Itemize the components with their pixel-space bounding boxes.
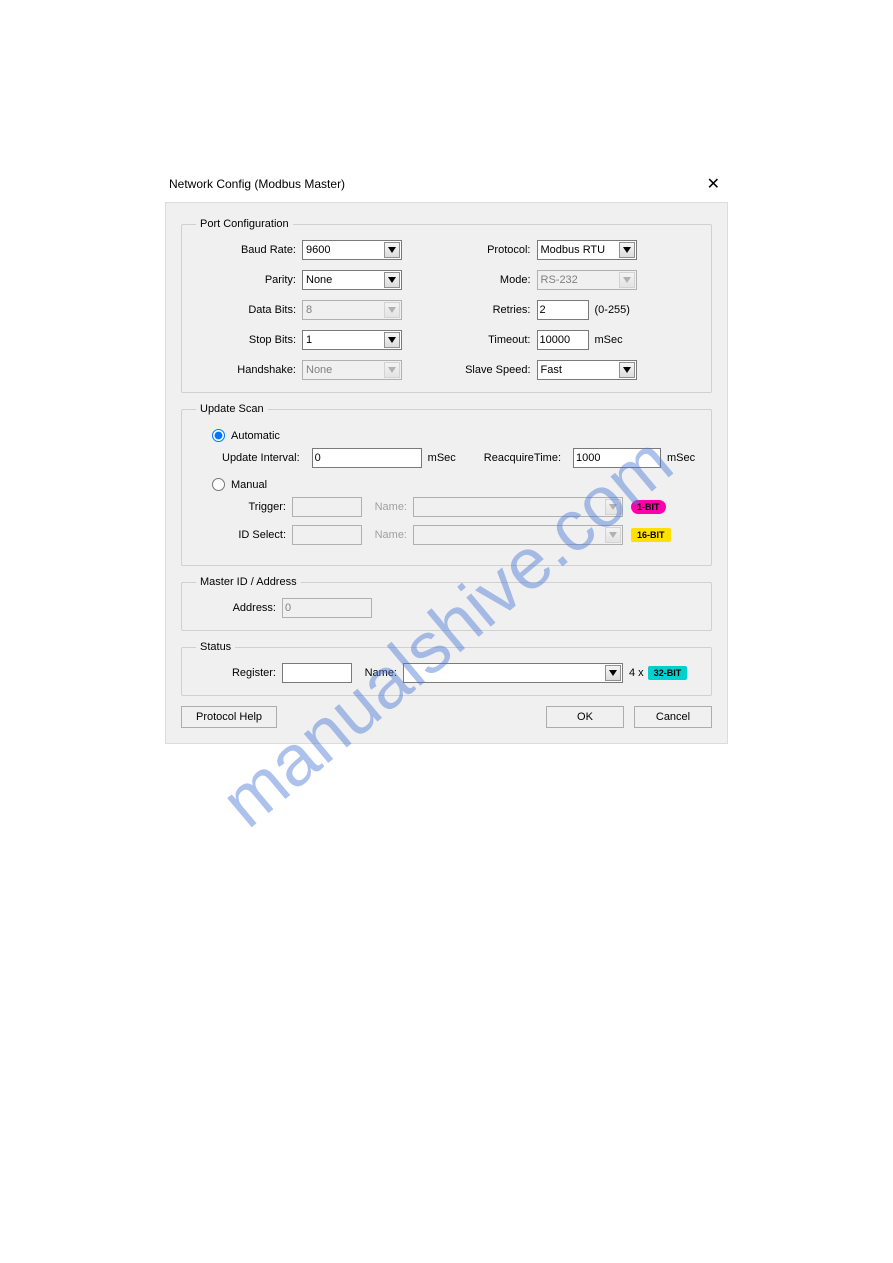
- badge-1bit: 1-BIT: [631, 500, 666, 514]
- status-name-select[interactable]: [403, 663, 623, 683]
- status-legend: Status: [196, 641, 235, 653]
- chevron-down-icon: [384, 362, 400, 378]
- trigger-name-label: Name:: [368, 501, 413, 513]
- master-id-legend: Master ID / Address: [196, 576, 301, 588]
- chevron-down-icon: [384, 302, 400, 318]
- id-select-name-select: [413, 525, 623, 545]
- update-scan-group: Update Scan Automatic Update Interval: m…: [181, 403, 712, 566]
- update-interval-input[interactable]: [312, 448, 422, 468]
- chevron-down-icon: [619, 272, 635, 288]
- chevron-down-icon: [605, 665, 621, 681]
- chevron-down-icon: [384, 272, 400, 288]
- id-select-label: ID Select:: [222, 529, 292, 541]
- address-label: Address:: [222, 602, 282, 614]
- dialog-window: Network Config (Modbus Master) ✕ Port Co…: [165, 170, 728, 744]
- reacquire-time-label: ReacquireTime:: [484, 452, 567, 464]
- trigger-label: Trigger:: [222, 501, 292, 513]
- reacquire-time-input[interactable]: [573, 448, 661, 468]
- timeout-input[interactable]: [537, 330, 589, 350]
- baud-rate-select[interactable]: 9600: [302, 240, 402, 260]
- baud-rate-label: Baud Rate:: [192, 244, 302, 256]
- retries-suffix: (0-255): [595, 304, 630, 316]
- id-select-name-label: Name:: [368, 529, 413, 541]
- chevron-down-icon: [619, 242, 635, 258]
- stop-bits-label: Stop Bits:: [192, 334, 302, 346]
- protocol-label: Protocol:: [457, 244, 537, 256]
- port-configuration-group: Port Configuration Baud Rate: 9600 Par: [181, 218, 712, 393]
- status-name-label: Name:: [358, 667, 403, 679]
- mode-select: RS-232: [537, 270, 637, 290]
- register-input[interactable]: [282, 663, 352, 683]
- automatic-label: Automatic: [231, 430, 280, 442]
- register-label: Register:: [222, 667, 282, 679]
- parity-label: Parity:: [192, 274, 302, 286]
- handshake-select: None: [302, 360, 402, 380]
- status-group: Status Register: Name: 4 x 32-BIT: [181, 641, 712, 696]
- update-scan-legend: Update Scan: [196, 403, 268, 415]
- protocol-help-button[interactable]: Protocol Help: [181, 706, 277, 728]
- data-bits-select: 8: [302, 300, 402, 320]
- timeout-label: Timeout:: [457, 334, 537, 346]
- master-id-group: Master ID / Address Address:: [181, 576, 712, 631]
- reacquire-time-suffix: mSec: [667, 452, 695, 464]
- trigger-name-select: [413, 497, 623, 517]
- dialog-title: Network Config (Modbus Master): [169, 177, 345, 191]
- dialog-body: Port Configuration Baud Rate: 9600 Par: [165, 202, 728, 744]
- chevron-down-icon: [605, 499, 621, 515]
- mode-label: Mode:: [457, 274, 537, 286]
- trigger-input: [292, 497, 362, 517]
- cancel-button[interactable]: Cancel: [634, 706, 712, 728]
- chevron-down-icon: [605, 527, 621, 543]
- slave-speed-select[interactable]: Fast: [537, 360, 637, 380]
- chevron-down-icon: [619, 362, 635, 378]
- update-interval-suffix: mSec: [428, 452, 456, 464]
- chevron-down-icon: [384, 242, 400, 258]
- slave-speed-label: Slave Speed:: [457, 364, 537, 376]
- stop-bits-select[interactable]: 1: [302, 330, 402, 350]
- data-bits-label: Data Bits:: [192, 304, 302, 316]
- update-interval-label: Update Interval:: [222, 452, 306, 464]
- badge-16bit: 16-BIT: [631, 528, 671, 542]
- manual-radio[interactable]: [212, 478, 225, 491]
- ok-button[interactable]: OK: [546, 706, 624, 728]
- chevron-down-icon: [384, 332, 400, 348]
- protocol-select[interactable]: Modbus RTU: [537, 240, 637, 260]
- id-select-input: [292, 525, 362, 545]
- port-config-legend: Port Configuration: [196, 218, 293, 230]
- status-count-prefix: 4 x: [629, 667, 644, 679]
- close-icon[interactable]: ✕: [707, 174, 720, 194]
- address-input: [282, 598, 372, 618]
- timeout-suffix: mSec: [595, 334, 623, 346]
- manual-label: Manual: [231, 479, 267, 491]
- retries-input[interactable]: [537, 300, 589, 320]
- badge-32bit: 32-BIT: [648, 666, 688, 680]
- retries-label: Retries:: [457, 304, 537, 316]
- titlebar: Network Config (Modbus Master) ✕: [165, 170, 728, 202]
- parity-select[interactable]: None: [302, 270, 402, 290]
- automatic-radio[interactable]: [212, 429, 225, 442]
- handshake-label: Handshake:: [192, 364, 302, 376]
